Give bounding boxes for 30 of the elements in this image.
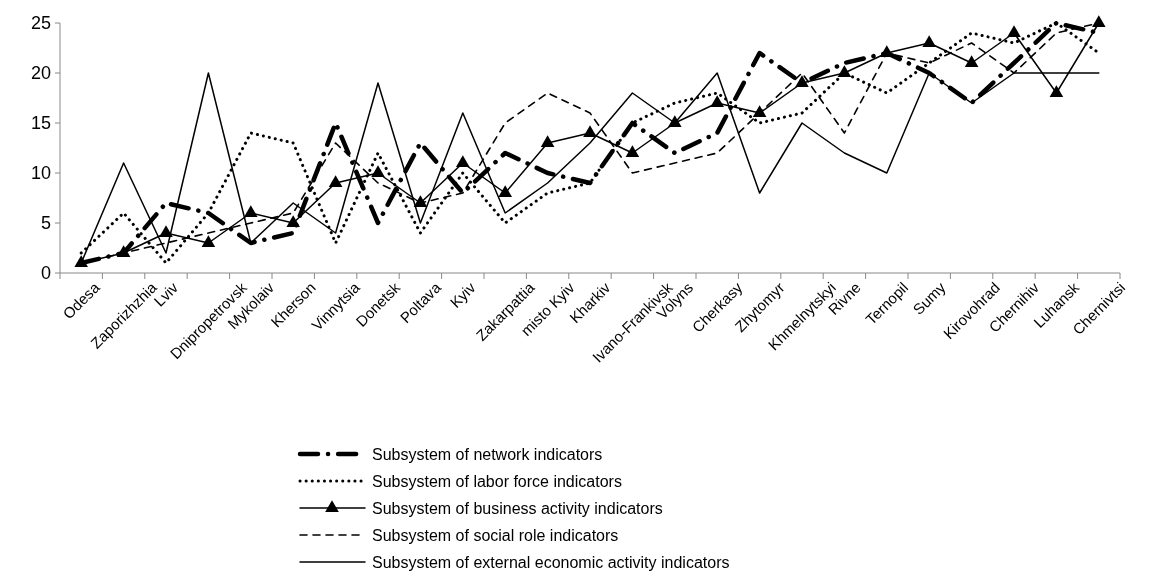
y-tick-label: 10 xyxy=(30,163,51,184)
y-tick-label: 5 xyxy=(40,213,51,234)
point xyxy=(201,235,216,247)
point xyxy=(625,145,640,157)
legend-label: Subsystem of social role indicators xyxy=(372,526,619,544)
point xyxy=(456,155,470,167)
legend-label: Subsystem of external economic activity indicators xyxy=(372,553,730,571)
point xyxy=(795,75,809,87)
point xyxy=(1092,15,1106,27)
point xyxy=(159,225,173,237)
point xyxy=(1007,25,1021,37)
point xyxy=(286,215,300,227)
point xyxy=(583,125,597,137)
point xyxy=(710,95,724,107)
y-tick-label: 25 xyxy=(30,13,51,34)
y-tick-label: 15 xyxy=(30,113,51,134)
point xyxy=(371,165,385,177)
legend-label: Subsystem of labor force indicators xyxy=(372,472,622,490)
point xyxy=(498,185,512,197)
point xyxy=(244,205,258,217)
legend-label: Subsystem of business activity indicators xyxy=(372,499,663,517)
x-tick-label: Kyiv xyxy=(446,278,479,311)
point xyxy=(922,35,936,47)
point xyxy=(964,55,979,67)
legend-label: Subsystem of network indicators xyxy=(372,445,603,463)
point xyxy=(540,135,555,147)
y-tick-label: 0 xyxy=(40,263,51,284)
point xyxy=(328,175,343,187)
y-tick-label: 20 xyxy=(30,63,51,84)
point xyxy=(1049,85,1064,97)
